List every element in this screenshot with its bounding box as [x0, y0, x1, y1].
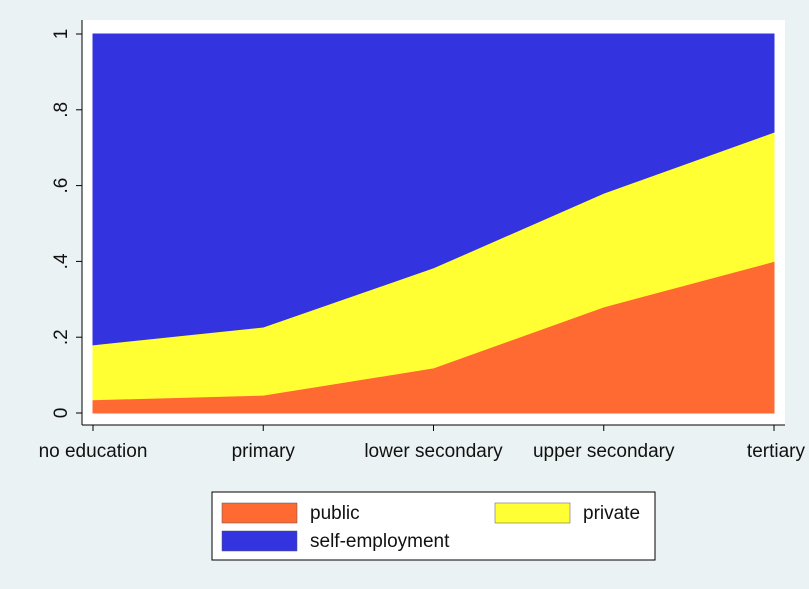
- legend-swatch: [221, 502, 298, 524]
- x-tick-label: tertiary: [747, 441, 806, 462]
- y-tick-label: .4: [51, 253, 72, 269]
- x-tick-label: upper secondary: [533, 441, 675, 462]
- x-tick-label: primary: [232, 441, 296, 462]
- area: [92, 33, 775, 346]
- x-tick-label: no education: [39, 441, 148, 462]
- legend-label: self-employment: [310, 531, 450, 552]
- y-tick-label: .6: [51, 178, 72, 194]
- legend-label: private: [583, 503, 640, 524]
- legend-label: public: [310, 503, 360, 524]
- legend-swatch: [494, 502, 571, 524]
- legend-swatch: [221, 530, 298, 552]
- x-tick-label: lower secondary: [364, 441, 503, 462]
- y-tick-label: .2: [51, 329, 72, 345]
- y-tick-label: 1: [51, 29, 72, 40]
- y-tick-label: 0: [51, 408, 72, 419]
- y-tick-label: .8: [51, 102, 72, 118]
